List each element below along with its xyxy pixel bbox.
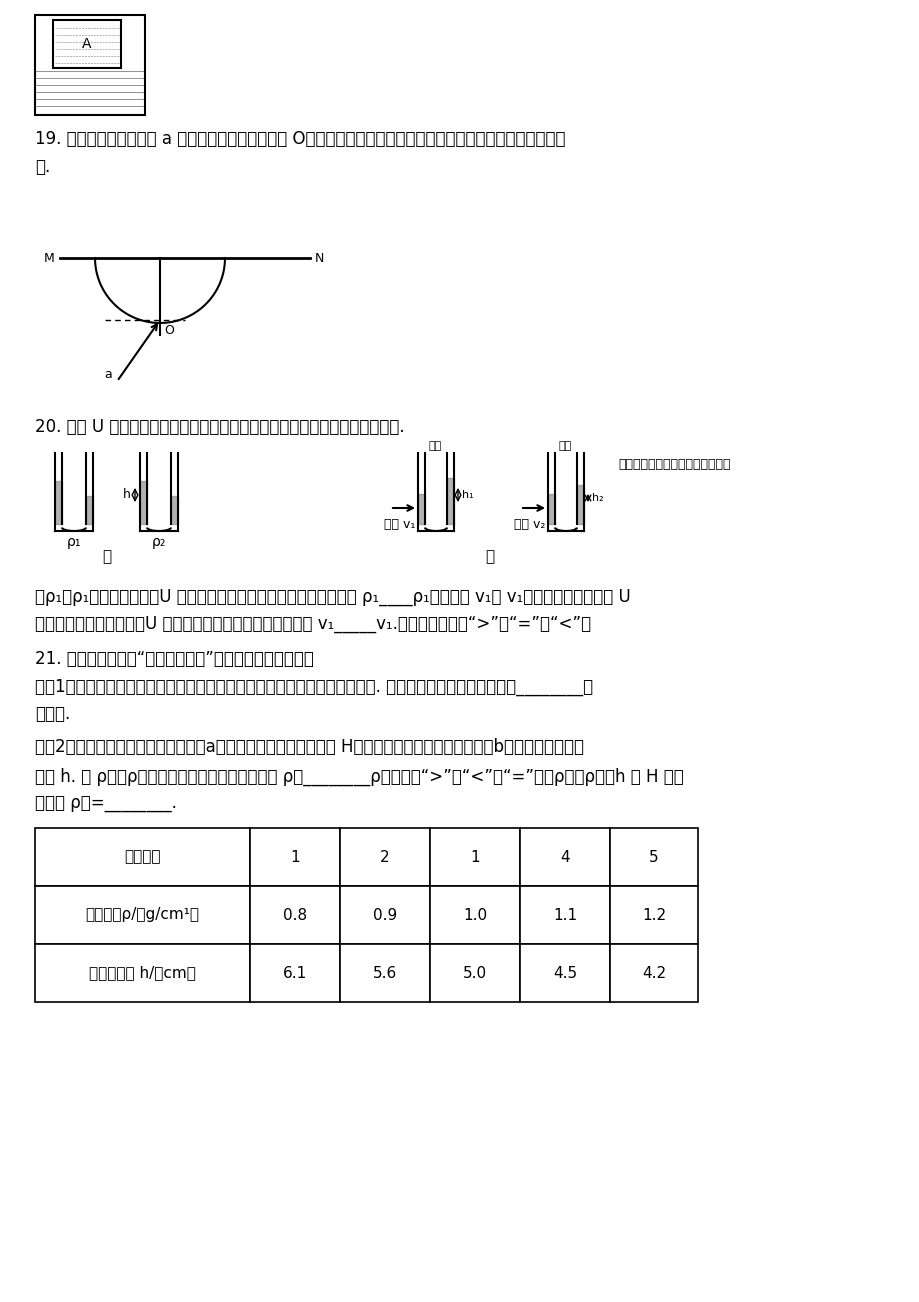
Text: 图.: 图. xyxy=(35,158,51,176)
Bar xyxy=(609,885,698,944)
Bar xyxy=(250,828,340,885)
Bar xyxy=(250,885,340,944)
Text: 1.1: 1.1 xyxy=(552,907,576,923)
Text: 21. 小明按照教材中“综合实践活动”的要求制作简易密度计: 21. 小明按照教材中“综合实践活动”的要求制作简易密度计 xyxy=(35,650,313,668)
Text: 形管左端相连的管子时，U 形管液面的高度差如图乙所示，则 v₁_____v₁.（以上两空均填“>”、“=”或“<”）: 形管左端相连的管子时，U 形管液面的高度差如图乙所示，则 v₁_____v₁.（… xyxy=(35,615,591,633)
Bar xyxy=(250,944,340,1003)
Text: 浸入的深度 h/（cm）: 浸入的深度 h/（cm） xyxy=(89,966,196,980)
Text: 将液体压强计的探头分别放入密度: 将液体压强计的探头分别放入密度 xyxy=(618,458,730,471)
Text: 为ρ₁和ρ₁的两种液体中，U 形管液面的高度差相同，如图甲所示，则 ρ₁____ρ₁；速度是 v₁和 v₁的气流，分别经过与 U: 为ρ₁和ρ₁的两种液体中，U 形管液面的高度差相同，如图甲所示，则 ρ₁____… xyxy=(35,589,630,605)
Text: 乙: 乙 xyxy=(485,549,494,564)
Text: 6.1: 6.1 xyxy=(282,966,307,980)
Text: 1.2: 1.2 xyxy=(641,907,665,923)
Text: 1.0: 1.0 xyxy=(462,907,486,923)
Bar xyxy=(519,828,609,885)
Text: a: a xyxy=(104,368,112,381)
Text: 2: 2 xyxy=(380,849,390,865)
Text: 甲: 甲 xyxy=(102,549,111,564)
Text: 气流 v₂: 气流 v₂ xyxy=(514,518,545,531)
Bar xyxy=(53,20,121,68)
Text: 20. 利用 U 形管液面高度差的大小关系，可以帮助我们比较一些物理量的大小.: 20. 利用 U 形管液面高度差的大小关系，可以帮助我们比较一些物理量的大小. xyxy=(35,418,404,436)
Bar xyxy=(519,944,609,1003)
Text: 4.5: 4.5 xyxy=(552,966,576,980)
Bar xyxy=(609,828,698,885)
Text: ρ₂: ρ₂ xyxy=(152,535,166,549)
Text: 5: 5 xyxy=(649,849,658,865)
Text: 液体中.: 液体中. xyxy=(35,704,70,723)
Text: （）1）取一根粗细均匀的饮料吸管，在其下端塞入适量金属丝并用石蜡封口. 塞入金属丝的目的是使吸管能________在: （）1）取一根粗细均匀的饮料吸管，在其下端塞入适量金属丝并用石蜡封口. 塞入金属… xyxy=(35,678,593,697)
Bar xyxy=(429,828,519,885)
Text: 实验次数: 实验次数 xyxy=(124,849,161,865)
Bar xyxy=(340,828,429,885)
Text: 0.8: 0.8 xyxy=(283,907,307,923)
Bar xyxy=(519,885,609,944)
Text: 开口: 开口 xyxy=(558,441,571,450)
Bar xyxy=(609,944,698,1003)
Text: 液体密度ρ/（g/cm¹）: 液体密度ρ/（g/cm¹） xyxy=(85,907,199,923)
Text: A: A xyxy=(82,36,92,51)
Text: 4.2: 4.2 xyxy=(641,966,665,980)
Bar xyxy=(340,944,429,1003)
Text: h: h xyxy=(123,488,130,501)
Text: 5.0: 5.0 xyxy=(462,966,486,980)
Bar xyxy=(35,828,250,885)
Text: 开口: 开口 xyxy=(428,441,441,450)
Text: h₂: h₂ xyxy=(591,493,603,503)
Text: 气流 v₁: 气流 v₁ xyxy=(384,518,415,531)
Text: 1: 1 xyxy=(470,849,480,865)
Bar xyxy=(35,944,250,1003)
Text: M: M xyxy=(44,251,55,264)
Bar xyxy=(429,944,519,1003)
Text: O: O xyxy=(164,324,174,337)
Bar xyxy=(35,16,145,115)
Bar xyxy=(340,885,429,944)
Text: 19. 如图所示，一束激光 a 斜射向半圆形玻璃砖圆心 O，结果在屏幕上出现两个光斑，请画出形成两个光斑的光路: 19. 如图所示，一束激光 a 斜射向半圆形玻璃砖圆心 O，结果在屏幕上出现两个… xyxy=(35,130,565,148)
Text: 5.6: 5.6 xyxy=(372,966,397,980)
Text: （）2）将吸管放到水中的情景如图（a）所示，测得浸入的长度为 H；放到另一液体中的情景如图（b）所示，浸入的长: （）2）将吸管放到水中的情景如图（a）所示，测得浸入的长度为 H；放到另一液体中… xyxy=(35,738,584,756)
Text: N: N xyxy=(314,251,324,264)
Text: 4: 4 xyxy=(560,849,569,865)
Text: 1: 1 xyxy=(289,849,300,865)
Text: 0.9: 0.9 xyxy=(372,907,397,923)
Text: ρ₁: ρ₁ xyxy=(67,535,81,549)
Text: h₁: h₁ xyxy=(461,490,473,500)
Text: 系式是 ρ液=________.: 系式是 ρ液=________. xyxy=(35,796,176,812)
Bar xyxy=(35,885,250,944)
Bar xyxy=(429,885,519,944)
Text: 度为 h. 用 ρ液、ρ水分别表示液体和水的密度，则 ρ液________ρ水（选填“>”、“<”或“=”），ρ液与ρ水、h 及 H 的关: 度为 h. 用 ρ液、ρ水分别表示液体和水的密度，则 ρ液________ρ水（… xyxy=(35,768,683,786)
